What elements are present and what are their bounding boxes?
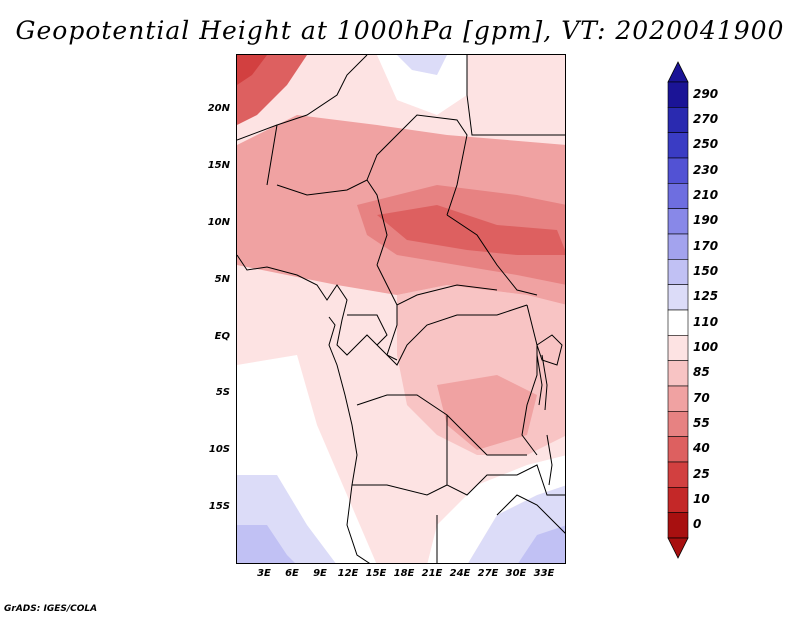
lat-label-15s: 15S [208,501,230,512]
colorbar-label-230: 230 [693,162,719,177]
border-angola-namibia [352,484,448,496]
coastline-gulf-guinea [237,254,398,361]
lake-victoria [536,334,563,366]
region-nw-40 [237,55,307,125]
lat-label-20n: 20N [207,103,230,114]
colorbar-cell-230 [667,157,689,184]
lake-tanganyika-east [541,354,548,411]
colorbar-cell-270 [667,107,689,133]
border-chad-sudan [366,114,468,216]
region-central-40 [377,205,565,255]
lon-label-12e: 12E [337,568,359,579]
colorbar-bottom-arrow [667,537,689,559]
colorbar-cell-55 [667,411,689,437]
colorbar-label-10: 10 [693,492,710,506]
colorbar-cell-170 [667,233,689,260]
border-zambia [446,415,565,496]
region-north-white [377,55,467,115]
lat-label-eq: EQ [214,331,230,342]
border-car [376,264,498,306]
colorbar-label-110: 110 [693,314,719,329]
colorbar-label-0: 0 [693,517,702,532]
colorbar-cell-70 [667,385,689,412]
colorbar-label-170: 170 [693,238,719,253]
colorbar-cell-10 [667,487,689,513]
colorbar-label-55: 55 [693,416,710,430]
region-nw-25 [237,55,267,85]
region-northeast-100 [467,55,565,115]
region-southeast-white [427,455,565,563]
region-southeast-blue-deep [518,525,565,563]
colorbar-label-125: 125 [693,289,719,304]
colorbar-label-70: 70 [693,390,710,405]
colorbar-cell-290 [667,81,689,108]
colorbar-label-85: 85 [693,365,710,380]
lon-label-3e: 3E [257,568,271,579]
colorbar [667,61,689,559]
border-cameroon-gabon [347,314,388,346]
colorbar-cell-150 [667,259,689,285]
colorbar-label-100: 100 [693,340,719,354]
geopotential-map [237,55,565,563]
chart-title: Geopotential Height at 1000hPa [gpm], VT… [15,16,785,45]
border-sahara-west [266,55,368,186]
colorbar-label-210: 210 [693,188,719,202]
colorbar-cell-100 [667,335,689,361]
lat-label-15n: 15N [207,160,230,171]
colorbar-cell-85 [667,360,689,387]
lon-label-30e: 30E [505,568,527,579]
lake-malawi [546,434,553,486]
credit-text: GrADS: IGES/COLA [4,604,98,614]
lon-label-21e: 21E [421,568,443,579]
lon-label-33e: 33E [533,568,555,579]
colorbar-cell-0 [667,512,689,539]
colorbar-label-250: 250 [693,137,719,152]
lon-label-18e: 18E [393,568,415,579]
lat-label-10n: 10N [207,217,230,228]
colorbar-label-270: 270 [693,112,719,126]
colorbar-label-190: 190 [693,213,719,228]
colorbar-label-25: 25 [693,466,710,481]
colorbar-cell-250 [667,132,689,159]
border-sudan-south [446,214,538,296]
lon-label-9e: 9E [313,568,327,579]
lon-label-27e: 27E [477,568,499,579]
border-nw [237,124,278,141]
map-panel [236,54,566,564]
colorbar-cells [667,61,689,559]
colorbar-label-290: 290 [693,86,719,101]
region-north-blue [397,55,447,75]
region-congo-70 [437,375,537,450]
region-atlantic-blue-deep [237,525,295,563]
colorbar-cell-190 [667,208,689,235]
colorbar-cell-40 [667,436,689,463]
lon-label-24e: 24E [449,568,471,579]
lat-label-5n: 5N [214,274,230,285]
lat-label-10s: 10S [208,444,230,455]
colorbar-cell-25 [667,461,689,488]
colorbar-top-arrow [667,61,689,83]
border-congo-north [386,304,528,366]
country-borders [237,55,565,563]
lat-label-5s: 5S [215,387,230,398]
lon-label-15e: 15E [365,568,387,579]
border-egypt-sudan [466,55,565,136]
border-zimbabwe [496,494,565,534]
lon-label-6e: 6E [285,568,299,579]
lake-tanganyika-west [536,354,543,406]
colorbar-label-40: 40 [693,441,710,456]
colorbar-cell-210 [667,183,689,209]
border-east-lakes [521,304,538,456]
colorbar-cell-125 [667,284,689,311]
coastline-west-central [328,316,370,563]
colorbar-cell-110 [667,309,689,336]
colorbar-label-150: 150 [693,264,719,278]
